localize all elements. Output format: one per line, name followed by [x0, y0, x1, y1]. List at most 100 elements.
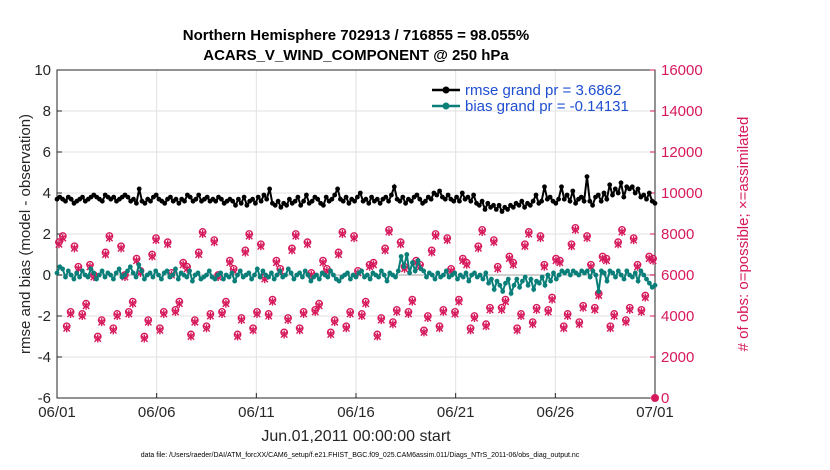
bias-point — [477, 272, 483, 278]
rmse-point — [162, 200, 168, 206]
rmse-point — [434, 192, 440, 198]
bias-point — [590, 268, 596, 274]
obs-assimilated-point — [393, 307, 401, 316]
obs-assimilated-point — [470, 314, 479, 323]
bias-point — [542, 282, 548, 288]
obs-assimilated-point — [55, 240, 63, 249]
bias-point — [565, 268, 570, 274]
obs-assimilated-point — [156, 326, 164, 335]
bias-point — [102, 274, 108, 280]
obs-assimilated-point — [362, 299, 370, 308]
bias-point — [254, 266, 260, 272]
obs-assimilated-point — [431, 232, 440, 241]
bias-point — [353, 274, 359, 280]
bias-point — [517, 284, 522, 290]
obs-assimilated-point — [63, 324, 71, 333]
rmse-point — [213, 198, 219, 204]
rmse-point — [329, 196, 335, 202]
obs-assimilated-point — [641, 293, 649, 302]
rmse-point — [366, 200, 372, 206]
bias-point — [415, 258, 421, 263]
obs-assimilated-point — [253, 309, 261, 318]
obs-assimilated-point — [202, 324, 211, 333]
obs-assimilated-point — [268, 297, 277, 306]
obs-assimilated-point — [97, 318, 106, 327]
obs-assimilated-point — [618, 227, 626, 236]
left-tick-label: -6 — [38, 390, 51, 407]
bias-point — [472, 270, 477, 276]
rmse-point — [99, 198, 105, 204]
obs-assimilated-point — [591, 305, 599, 314]
rmse-point — [315, 196, 321, 202]
rmse-point — [261, 192, 267, 198]
rmse-point — [233, 202, 238, 208]
bias-point — [96, 272, 102, 278]
rmse-point — [564, 192, 570, 198]
right-tick-label: 0 — [661, 390, 669, 407]
obs-assimilated-point — [579, 303, 587, 312]
rmse-point — [581, 198, 587, 204]
bias-point — [443, 268, 449, 274]
bias-point — [401, 264, 407, 270]
bias-point — [94, 276, 99, 282]
rmse-point — [522, 204, 527, 210]
obs-assimilated-point — [129, 299, 137, 308]
rmse-point — [131, 196, 136, 202]
obs-assimilated-point — [494, 264, 502, 273]
bias-point — [494, 278, 500, 284]
obs-assimilated-point — [408, 297, 416, 306]
obs-assimilated-point — [645, 254, 653, 263]
rmse-point — [482, 207, 488, 212]
bias-point — [88, 266, 94, 272]
bias-point — [536, 280, 542, 286]
obs-assimilated-point — [505, 254, 514, 263]
obs-assimilated-point — [59, 234, 67, 243]
bias-point — [150, 274, 156, 280]
rmse-point — [485, 200, 491, 206]
obs-assimilated-point — [396, 240, 405, 249]
rmse-point — [355, 194, 360, 200]
rmse-point — [134, 200, 139, 206]
obs-assimilated-point — [334, 250, 343, 259]
bias-point — [80, 268, 85, 274]
bias-point — [641, 272, 647, 278]
right-tick-label: 10000 — [661, 185, 703, 202]
obs-assimilated-point — [195, 250, 203, 259]
bias-point — [429, 272, 435, 278]
bias-point — [455, 276, 460, 282]
bias-point — [133, 274, 139, 280]
left-tick-label: -4 — [38, 349, 51, 366]
rmse-point — [230, 198, 236, 204]
bias-point — [630, 274, 635, 280]
obs-assimilated-point — [327, 330, 335, 339]
obs-assimilated-point — [296, 326, 304, 335]
rmse-point — [590, 202, 595, 208]
obs-assimilated-point — [622, 318, 630, 327]
bias-point — [395, 268, 401, 274]
rmse-point — [573, 200, 578, 206]
right-tick-label: 2000 — [661, 349, 694, 366]
bias-point — [483, 270, 489, 276]
obs-assimilated-point — [222, 299, 230, 308]
bias-point — [187, 268, 193, 274]
rmse-point — [516, 202, 522, 208]
obs-assimilated-point — [435, 324, 444, 333]
obs-assimilated-point — [404, 309, 413, 318]
bias-point — [491, 287, 497, 292]
rmse-point — [352, 198, 357, 204]
bias-point — [525, 282, 531, 288]
bias-point — [63, 274, 68, 280]
rmse-point — [173, 196, 179, 202]
bias-point — [229, 270, 235, 276]
obs-assimilated-point — [563, 312, 572, 320]
bias-point — [511, 282, 517, 288]
obs-assimilated-point — [552, 256, 560, 265]
bias-point — [376, 274, 381, 280]
x-tick-label: 06/11 — [238, 404, 274, 421]
rmse-point — [111, 194, 117, 200]
rmse-point — [587, 198, 593, 204]
obs-assimilated-point — [299, 309, 308, 318]
obs-assimilated-point — [358, 312, 366, 320]
obs-assimilated-point — [163, 240, 172, 249]
bias-point — [269, 270, 274, 276]
